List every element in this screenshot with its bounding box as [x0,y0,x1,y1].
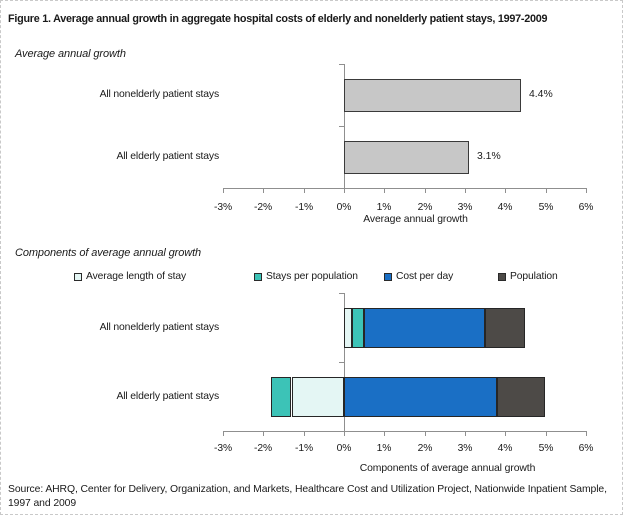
x-tick-label: 0% [336,443,352,454]
x-axis-tick [465,432,466,436]
x-axis-tick [465,189,466,193]
x-axis-tick [425,189,426,193]
bar-value-label: 4.4% [529,89,553,100]
bar-segment-cost-per-day [344,377,497,417]
x-axis-tick [223,189,224,193]
legend-label: Cost per day [396,271,454,282]
x-tick-label: 1% [376,202,392,213]
x-tick-label: -1% [294,202,313,213]
x-axis-tick [505,189,506,193]
x-tick-label: 3% [457,202,473,213]
bar-segment-average-length-of-stay [344,308,352,348]
category-tick [339,293,344,294]
zero-axis-line [344,64,345,188]
x-axis-line [223,188,587,189]
legend-item-cost-per-day: Cost per day [384,271,453,282]
y-category-label: All nonelderly patient stays [99,322,220,333]
x-tick-label: 4% [497,202,513,213]
bar-segment-stays-per-population [352,308,364,348]
x-axis-tick [384,189,385,193]
legend-swatch-cost-per-day [384,272,392,281]
x-tick-label: 5% [538,443,554,454]
legend-swatch-stays-per-population [254,272,262,281]
x-axis-tick [263,432,264,436]
legend-swatch-population [498,272,506,281]
x-tick-label: 6% [578,443,594,454]
bottom-chart-subtitle: Components of average annual growth [15,247,202,259]
legend-item-average-length-of-stay: Average length of stay [74,271,186,282]
x-tick-label: 2% [417,202,433,213]
x-axis-tick [344,432,345,436]
x-axis-tick [586,189,587,193]
bar [344,141,469,174]
legend-label: Stays per population [266,271,358,282]
x-axis-tick [263,189,264,193]
bottom-chart-components-of-growth: Components of average annual growth All … [9,293,617,479]
y-category-label: All elderly patient stays [116,391,219,402]
bar [344,79,521,112]
top-chart-average-annual-growth: Average annual growth All nonelderly pat… [9,64,617,234]
y-category-label: All nonelderly patient stays [99,89,220,100]
bar-value-label: 3.1% [477,151,501,162]
x-tick-label: 6% [578,202,594,213]
x-tick-label: -2% [253,202,272,213]
x-axis-tick [425,432,426,436]
x-tick-label: -1% [294,443,313,454]
x-axis-line [223,431,587,432]
bar-segment-population [485,308,525,348]
y-category-label: All elderly patient stays [116,151,219,162]
x-axis-tick [546,432,547,436]
legend-label: Average length of stay [86,271,187,282]
x-tick-label: 2% [417,443,433,454]
x-tick-label: -2% [253,443,272,454]
x-tick-label: 4% [497,443,513,454]
legend-item-stays-per-population: Stays per population [254,271,358,282]
x-axis-tick [586,432,587,436]
bar-segment-population [497,377,545,417]
legend-swatch-average-length-of-stay [74,272,82,281]
zero-axis-line [344,293,345,431]
category-tick [339,64,344,65]
x-axis-tick [546,189,547,193]
legend-item-population: Population [498,271,558,282]
top-chart-subtitle: Average annual growth [15,48,126,60]
category-tick [339,126,344,127]
source-note: Source: AHRQ, Center for Delivery, Organ… [8,484,607,509]
bar-segment-cost-per-day [364,308,485,348]
x-axis-tick [223,432,224,436]
bar-segment-average-length-of-stay [292,377,344,417]
x-tick-label: 5% [538,202,554,213]
legend: Average length of stay Stays per populati… [9,270,617,286]
figure-title: Figure 1. Average annual growth in aggre… [8,13,548,25]
x-tick-label: 0% [336,202,352,213]
x-axis-tick [304,189,305,193]
bottom-chart-x-axis-title: Components of average annual growth [359,463,536,474]
legend-label: Population [510,271,558,282]
x-tick-label: -3% [213,202,232,213]
bar-segment-stays-per-population [271,377,291,417]
x-tick-label: 1% [376,443,392,454]
x-tick-label: -3% [213,443,232,454]
x-axis-tick [384,432,385,436]
top-chart-x-axis-title: Average annual growth [363,214,468,225]
x-tick-label: 3% [457,443,473,454]
category-tick [339,362,344,363]
x-axis-tick [304,432,305,436]
x-axis-tick [505,432,506,436]
x-axis-tick [344,189,345,193]
